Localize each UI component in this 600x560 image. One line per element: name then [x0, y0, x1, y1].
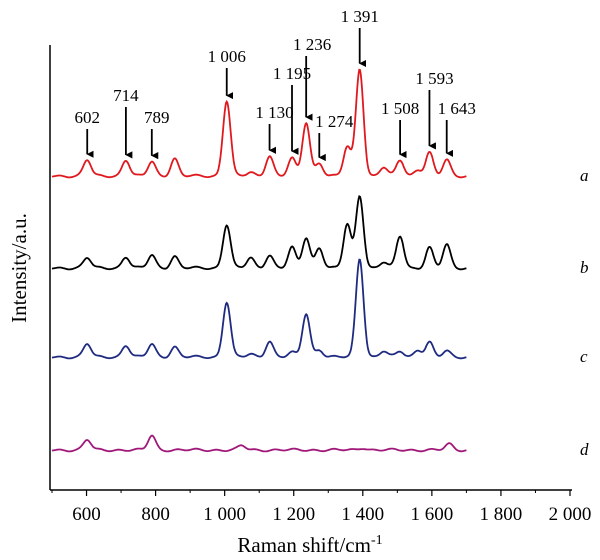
- x-tick-label: 1 400: [341, 504, 384, 525]
- spectrum-line-a: [51, 68, 467, 179]
- peak-label: 1 508: [381, 99, 419, 118]
- peak-label: 602: [74, 108, 100, 127]
- x-tick-label: 1 600: [410, 504, 453, 525]
- x-axis-ticks: 600 800 1 000 1 200 1 400 1 600 1 800 2 000: [51, 490, 592, 525]
- x-tick-label: 1 200: [272, 504, 315, 525]
- peak-label: 1 593: [415, 69, 453, 88]
- curve-tags: a b c d: [580, 166, 589, 459]
- x-tick-label: 2 000: [549, 504, 592, 525]
- y-axis-title: Intensity/a.u.: [7, 213, 31, 323]
- curve-tag-c: c: [580, 347, 588, 366]
- peak-label: 1 195: [273, 64, 311, 83]
- spectrum-line-c: [51, 258, 467, 360]
- spectra-curves: [51, 68, 467, 453]
- peak-annotations: 602 714 789 1 006 1 130 1 195 1 236 1 274 1 391 1…: [74, 7, 476, 162]
- spectrum-line-d: [51, 434, 467, 453]
- peak-label: 1 006: [208, 47, 246, 66]
- x-tick-label: 1 000: [203, 504, 246, 525]
- peak-label: 1 236: [293, 35, 331, 54]
- x-tick-label: 800: [141, 504, 170, 525]
- peak-label: 1 391: [341, 7, 379, 26]
- x-axis-title: Raman shift/cm-1: [237, 533, 382, 557]
- x-tick-label: 600: [72, 504, 101, 525]
- spectrum-line-b: [51, 194, 467, 271]
- peak-label: 1 274: [315, 112, 354, 131]
- peak-label: 714: [113, 86, 139, 105]
- peak-label: 1 130: [255, 103, 293, 122]
- curve-tag-b: b: [580, 258, 589, 277]
- x-tick-label: 1 800: [480, 504, 523, 525]
- curve-tag-d: d: [580, 440, 589, 459]
- curve-tag-a: a: [580, 166, 589, 185]
- peak-label: 1 643: [438, 99, 476, 118]
- peak-label: 789: [144, 108, 170, 127]
